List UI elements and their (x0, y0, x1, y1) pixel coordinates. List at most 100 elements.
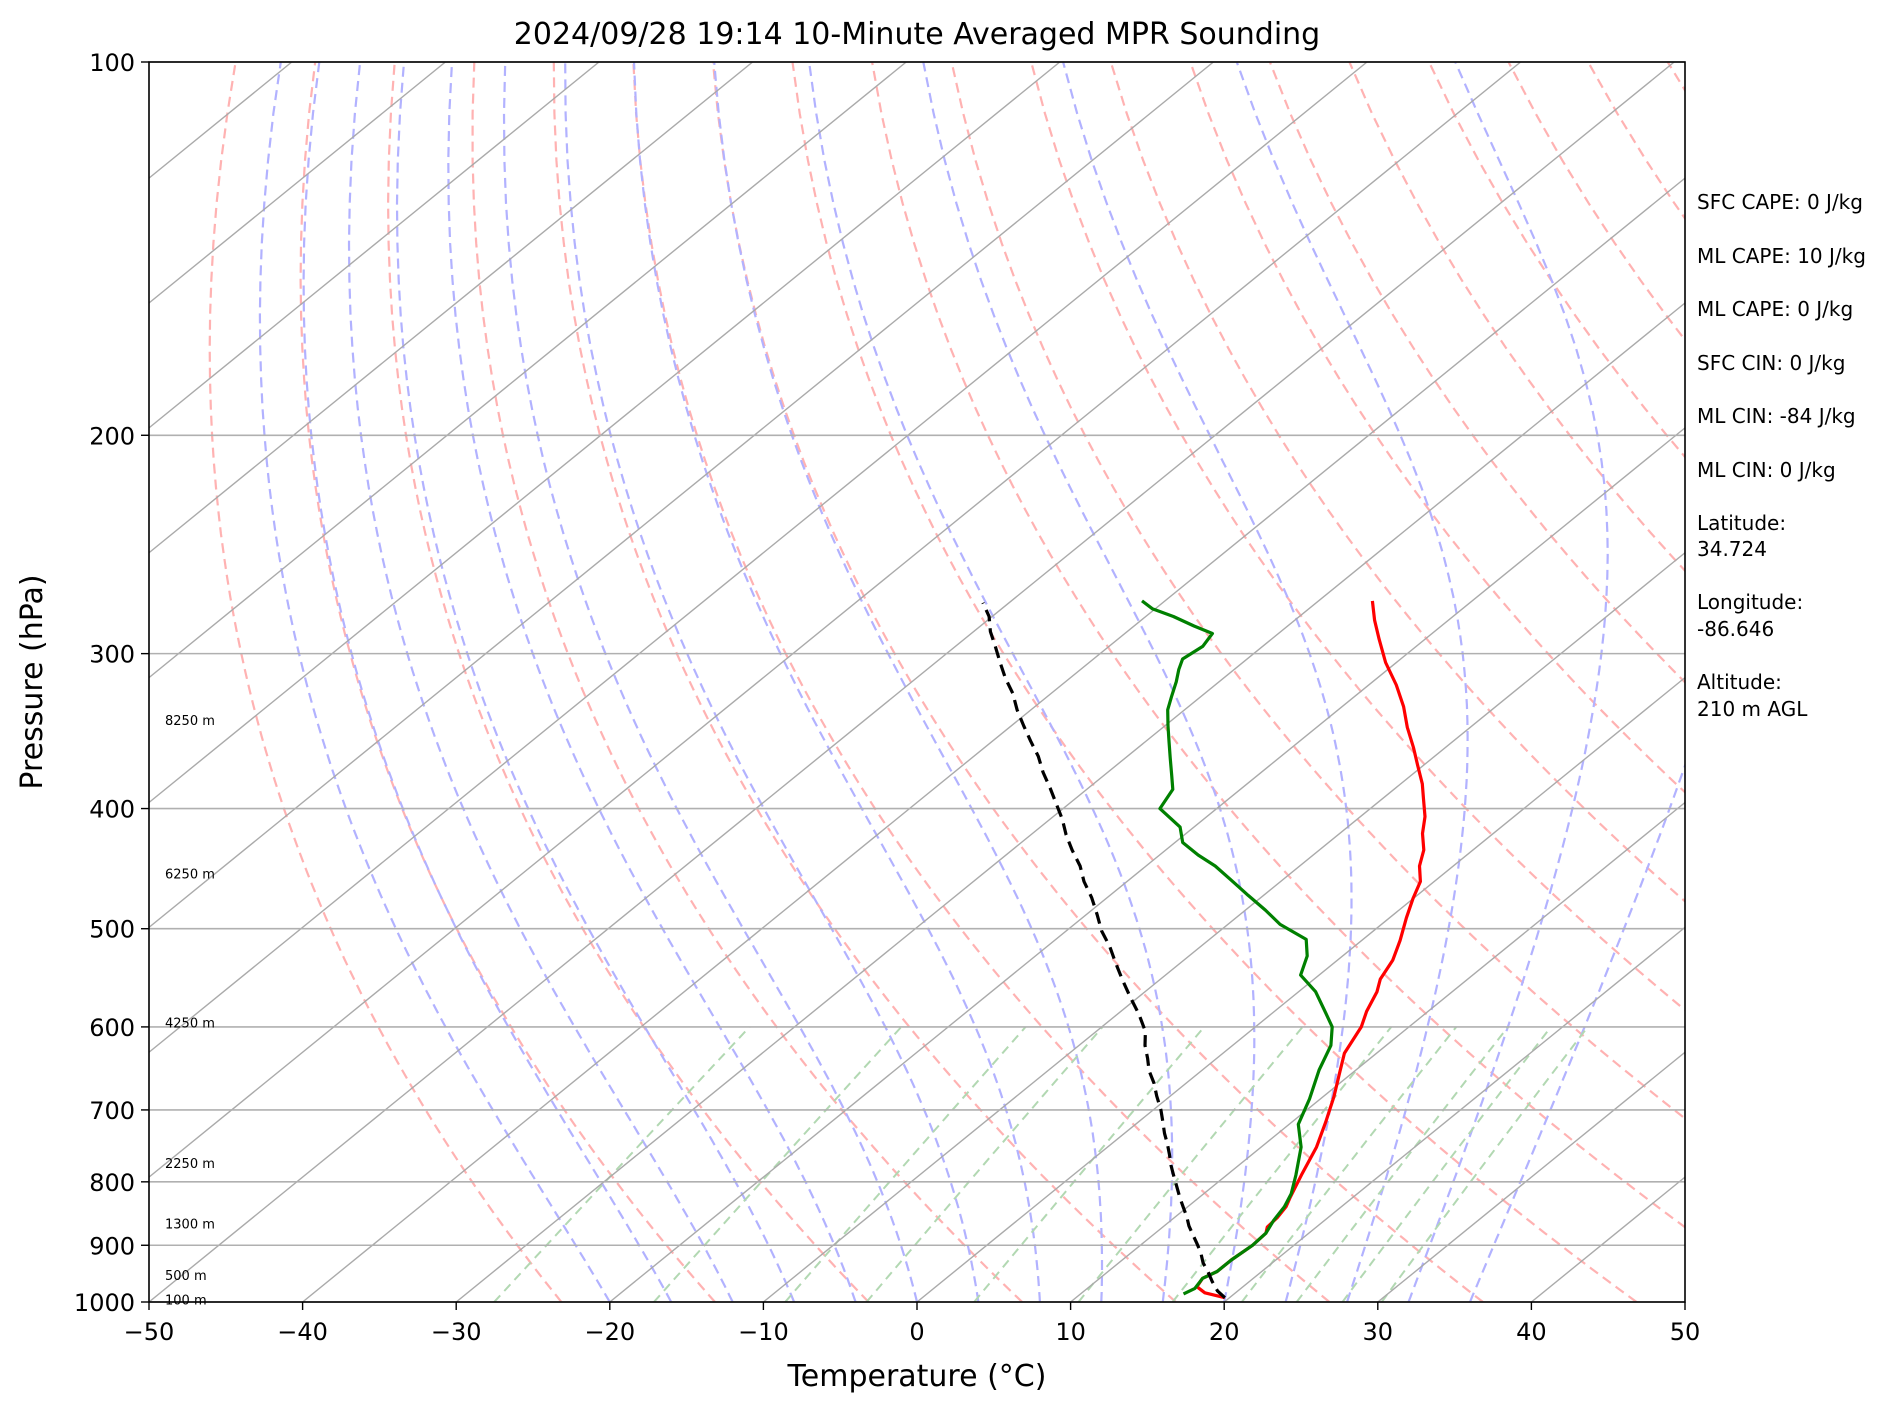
plot-frame (148, 61, 1686, 1303)
x-tick-label: −30 (431, 1318, 482, 1346)
dry-adiabat (950, 62, 1685, 1120)
annotation-text: Altitude: (1697, 670, 1782, 694)
mixing-ratio-line (653, 1026, 903, 1302)
isotherm-line (149, 62, 754, 554)
y-tick-label: 100 (89, 49, 135, 77)
mixing-ratio-line (784, 1026, 1027, 1302)
annotation-text: Longitude: (1697, 590, 1803, 614)
profile-series (981, 599, 1427, 1300)
dry-adiabat (1109, 62, 1685, 903)
moist-adiabat (1235, 62, 1469, 1302)
moist-adiabat (922, 62, 1256, 1302)
y-axis-label: Pressure (hPa) (15, 574, 50, 789)
height-label: 100 m (165, 1293, 207, 1308)
background-lines (149, 62, 1685, 1302)
y-tick-label: 200 (89, 422, 135, 450)
isotherm-line (149, 62, 600, 429)
moist-adiabat (502, 62, 919, 1302)
mixing-ratio-line (1077, 1026, 1304, 1302)
mixing-ratio-line (865, 1026, 1104, 1302)
x-tick-label: −40 (277, 1318, 328, 1346)
chart-title: 2024/09/28 19:14 10-Minute Averaged MPR … (514, 17, 1320, 52)
x-ticks: −50 −40 −30 −20 −10 0 10 20 30 40 50 (124, 1302, 1700, 1346)
height-label: 4250 m (165, 1016, 215, 1031)
isotherm-line (149, 62, 1675, 1302)
y-tick-label: 700 (89, 1097, 135, 1125)
height-label: 6250 m (165, 867, 215, 882)
moist-adiabat (347, 62, 734, 1302)
x-tick-label: 0 (909, 1318, 924, 1346)
isotherm-line (1377, 1051, 1685, 1302)
dry-adiabat (1189, 62, 1685, 794)
moist-adiabat (808, 62, 1174, 1302)
height-label: 1300 m (165, 1218, 215, 1233)
isotherm-line (302, 177, 1685, 1302)
isotherm-line (149, 62, 446, 304)
mixing-ratio-line (1380, 1026, 1589, 1302)
moist-adiabat (1407, 62, 1609, 1302)
dry-adiabat (711, 62, 1484, 1302)
annotation-text: -86.646 (1697, 617, 1774, 641)
isotherm-line (916, 676, 1685, 1302)
y-ticks: 100 200 300 400 500 600 700 800 900 1000 (74, 49, 149, 1317)
x-tick-label: −20 (584, 1318, 635, 1346)
y-tick-label: 900 (89, 1232, 135, 1260)
height-label: 8250 m (165, 714, 215, 729)
x-axis-label: Temperature (°C) (787, 1359, 1047, 1394)
y-tick-label: 1000 (74, 1289, 135, 1317)
x-tick-label: 40 (1516, 1318, 1547, 1346)
dry-adiabat (1348, 62, 1685, 573)
mixing-ratio-line (1295, 1026, 1509, 1302)
mixing-ratio-line (493, 1026, 751, 1302)
y-tick-label: 400 (89, 796, 135, 824)
dry-adiabat (471, 62, 1023, 1302)
moist-adiabat (302, 62, 673, 1302)
dry-adiabat (1030, 62, 1685, 1012)
isotherm-line (455, 302, 1685, 1302)
y-tick-label: 500 (89, 916, 135, 944)
moist-adiabat (1062, 62, 1353, 1302)
isotherm-line (609, 426, 1685, 1302)
dry-adiabat (552, 62, 1177, 1302)
x-tick-label: 20 (1209, 1318, 1240, 1346)
isotherm-line (149, 62, 1061, 804)
x-tick-label: 30 (1363, 1318, 1394, 1346)
dry-adiabat (632, 62, 1331, 1302)
height-label: 2250 m (165, 1157, 215, 1172)
annotation-text: SFC CIN: 0 J/kg (1697, 351, 1845, 375)
dry-adiabat (299, 62, 716, 1302)
annotation-text: ML CAPE: 0 J/kg (1697, 297, 1853, 321)
x-tick-label: 10 (1055, 1318, 1086, 1346)
isotherm-line (149, 62, 1368, 1054)
mixing-ratio-line (973, 1026, 1205, 1302)
mixing-ratio-line (1341, 1026, 1552, 1302)
annotation-text: 34.724 (1697, 537, 1767, 561)
y-tick-label: 300 (89, 641, 135, 669)
sounding-annotations: SFC CAPE: 0 J/kg ML CAPE: 10 J/kg ML CAPE:… (1697, 190, 1866, 721)
moist-adiabat (713, 62, 1104, 1302)
isotherm-line (149, 62, 907, 679)
height-labels: 100 m 500 m 1300 m 2250 m 4250 m 6250 m 8250 m (165, 714, 215, 1308)
annotation-text: ML CIN: -84 J/kg (1697, 404, 1856, 428)
annotation-text: 210 m AGL (1697, 697, 1808, 721)
y-tick-label: 600 (89, 1014, 135, 1042)
moist-adiabat (564, 62, 980, 1302)
x-tick-label: −10 (738, 1318, 789, 1346)
y-tick-label: 800 (89, 1169, 135, 1197)
annotation-text: Latitude: (1697, 511, 1786, 535)
dry-adiabat (871, 62, 1685, 1229)
isotherm-line (149, 62, 1522, 1179)
moist-adiabat (258, 62, 611, 1302)
isotherm-line (149, 62, 1214, 929)
gridlines (149, 61, 1685, 1303)
isotherm-line (1223, 926, 1685, 1302)
dry-adiabat (791, 62, 1638, 1302)
profile-line (981, 602, 1226, 1299)
annotation-text: SFC CAPE: 0 J/kg (1697, 190, 1863, 214)
moist-adiabat (447, 62, 857, 1302)
annotation-text: ML CAPE: 10 J/kg (1697, 244, 1866, 268)
isotherm-line (762, 551, 1685, 1302)
profile-line (1141, 599, 1334, 1296)
